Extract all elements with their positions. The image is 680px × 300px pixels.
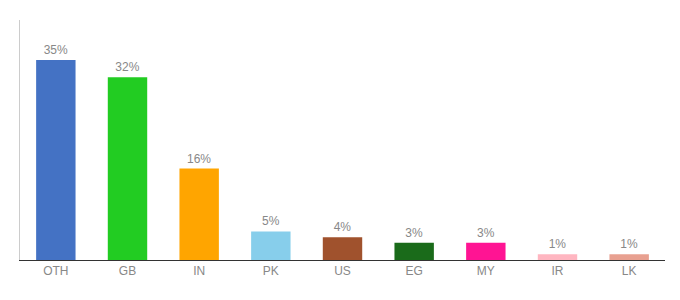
svg-text:OTH: OTH xyxy=(43,264,68,278)
svg-text:IR: IR xyxy=(552,264,564,278)
svg-text:EG: EG xyxy=(405,264,422,278)
svg-text:LK: LK xyxy=(622,264,637,278)
svg-text:16%: 16% xyxy=(187,152,211,166)
svg-text:32%: 32% xyxy=(115,60,139,74)
svg-text:3%: 3% xyxy=(477,226,495,240)
svg-text:MY: MY xyxy=(477,264,495,278)
svg-text:5%: 5% xyxy=(262,214,280,228)
svg-text:4%: 4% xyxy=(334,220,352,234)
svg-text:IN: IN xyxy=(193,264,205,278)
svg-text:3%: 3% xyxy=(405,226,423,240)
svg-text:1%: 1% xyxy=(549,237,567,251)
svg-text:GB: GB xyxy=(119,264,136,278)
svg-text:PK: PK xyxy=(263,264,279,278)
svg-text:US: US xyxy=(334,264,351,278)
svg-text:1%: 1% xyxy=(620,237,638,251)
svg-text:35%: 35% xyxy=(44,43,68,57)
